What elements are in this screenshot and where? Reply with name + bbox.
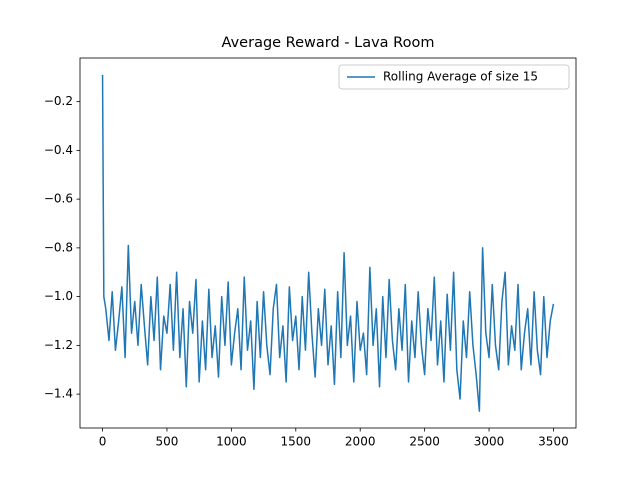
data-line [101, 74, 555, 412]
x-tick-label: 3500 [538, 435, 569, 449]
x-tick-label: 2500 [409, 435, 440, 449]
x-tick-label: 3000 [474, 435, 505, 449]
y-tick-label: −1.4 [44, 387, 73, 401]
y-tick-label: −1.0 [44, 289, 73, 303]
y-tick-label: −1.2 [44, 338, 73, 352]
x-tick-label: 500 [156, 435, 179, 449]
x-tick-label: 1000 [216, 435, 247, 449]
plot-frame [79, 57, 577, 429]
x-tick-label: 0 [99, 435, 107, 449]
chart-title: Average Reward - Lava Room [222, 35, 435, 51]
legend-box [338, 64, 570, 90]
legend-label: Rolling Average of size 15 [383, 70, 538, 84]
x-tick-label: 1500 [281, 435, 312, 449]
y-tick-label: −0.8 [44, 240, 73, 254]
y-tick-label: −0.4 [44, 143, 73, 157]
y-tick-label: −0.6 [44, 192, 73, 206]
y-tick-label: −0.2 [44, 94, 73, 108]
x-tick-label: 2000 [345, 435, 376, 449]
